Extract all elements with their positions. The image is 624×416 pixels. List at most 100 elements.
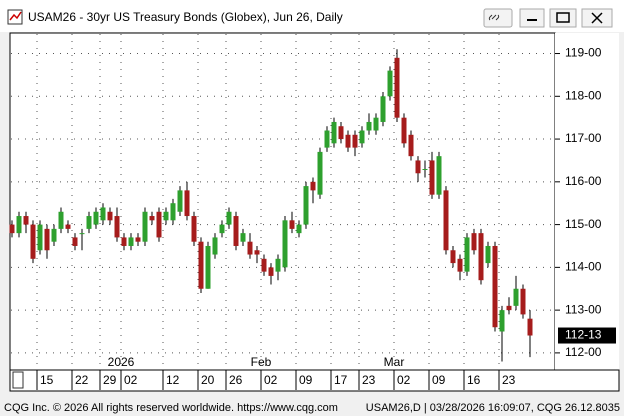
- candle-body: [387, 70, 393, 97]
- candle-body: [429, 160, 435, 195]
- plot-area: [9, 32, 556, 371]
- candle-body: [9, 224, 15, 234]
- x-tick-label: 02: [124, 373, 138, 387]
- y-tick-label: 115-00: [565, 217, 602, 231]
- x-tick-label: 26: [229, 373, 243, 387]
- y-tick-label: 119-00: [565, 46, 602, 60]
- candle-body: [373, 117, 379, 131]
- candle-body: [345, 134, 351, 148]
- candle-body: [30, 224, 36, 259]
- candle-body: [366, 121, 372, 131]
- candle-body: [450, 250, 456, 264]
- candle-body: [282, 220, 288, 268]
- x-tick-label: 23: [362, 373, 376, 387]
- x-tick-label: 15: [40, 373, 54, 387]
- x-tick-label: 23: [502, 373, 516, 387]
- x-tick-label: 02: [397, 373, 411, 387]
- candle-body: [492, 245, 498, 328]
- candle-body: [121, 237, 127, 246]
- price-axis: [555, 33, 619, 370]
- time-axis: [9, 369, 620, 392]
- minimize-button[interactable]: [519, 8, 545, 28]
- y-tick-label: 114-00: [565, 260, 602, 274]
- candle-body: [226, 211, 232, 225]
- candle-body: [506, 305, 512, 311]
- period-label: Feb: [251, 355, 272, 369]
- candle-body: [156, 211, 162, 238]
- link-button[interactable]: [483, 8, 513, 28]
- candle-body: [114, 216, 120, 238]
- candle-body: [499, 310, 505, 332]
- candle-body: [275, 258, 281, 272]
- candle-body: [58, 211, 64, 229]
- candle-body: [72, 237, 78, 246]
- x-tick-label: 20: [201, 373, 215, 387]
- candle-body: [352, 134, 358, 148]
- candle-body: [478, 233, 484, 281]
- close-button[interactable]: [581, 8, 613, 28]
- candle-body: [86, 216, 92, 229]
- x-tick-label: 09: [299, 373, 313, 387]
- y-tick-label: 113-00: [565, 302, 602, 316]
- candle-body: [338, 126, 344, 140]
- candle-body: [219, 224, 225, 234]
- window-title: USAM26 - 30yr US Treasury Bonds (Globex)…: [28, 10, 343, 24]
- candle-body: [401, 117, 407, 144]
- scroll-box[interactable]: [12, 371, 24, 389]
- candle-body: [436, 156, 442, 195]
- candle-body: [394, 57, 400, 118]
- app-icon: [7, 9, 23, 25]
- candle-body: [359, 130, 365, 144]
- candle-body: [324, 130, 330, 148]
- candle-body: [261, 258, 267, 272]
- candle-body: [93, 211, 99, 225]
- candle-body: [177, 190, 183, 212]
- y-tick-label: 116-00: [565, 174, 602, 188]
- candle-body: [380, 96, 386, 122]
- candle-body: [254, 250, 260, 255]
- x-tick-label: 02: [264, 373, 278, 387]
- candle-body: [247, 241, 253, 255]
- candle-body: [415, 160, 421, 174]
- candle-body: [233, 216, 239, 246]
- candle-body: [464, 237, 470, 272]
- candle-body: [198, 241, 204, 289]
- candle-body: [135, 237, 141, 242]
- last-price-label: 112-13: [565, 328, 602, 342]
- candle-body: [79, 233, 85, 235]
- candle-body: [142, 211, 148, 242]
- x-tick-label: 09: [432, 373, 446, 387]
- candle-body: [149, 216, 155, 221]
- x-tick-label: 12: [166, 373, 180, 387]
- candle-body: [163, 211, 169, 221]
- y-tick-label: 112-00: [565, 345, 602, 359]
- candle-body: [23, 216, 29, 225]
- candle-body: [191, 216, 197, 242]
- candle-body: [44, 228, 50, 251]
- candle-body: [205, 245, 211, 289]
- maximize-button[interactable]: [549, 8, 577, 28]
- candle-body: [16, 216, 22, 234]
- candle-body: [107, 211, 113, 221]
- footer-right: USAM26,D | 03/28/2026 16:09:07, CQG 26.1…: [366, 402, 620, 414]
- x-tick-label: 22: [75, 373, 89, 387]
- period-label: Mar: [384, 355, 405, 369]
- candle-body: [65, 224, 71, 229]
- candle-body: [303, 186, 309, 225]
- x-tick-label: 17: [334, 373, 348, 387]
- candle-body: [212, 237, 218, 255]
- y-tick-label: 118-00: [565, 88, 602, 102]
- candle-body: [485, 245, 491, 264]
- candle-body: [170, 203, 176, 221]
- candle-body: [51, 228, 57, 242]
- candle-body: [443, 190, 449, 251]
- period-label: 2026: [108, 355, 135, 369]
- candle-body: [471, 233, 477, 251]
- y-tick-label: 117-00: [565, 131, 602, 145]
- candle-body: [296, 224, 302, 234]
- candle-body: [184, 190, 190, 217]
- candle-body: [310, 181, 316, 191]
- candle-body: [520, 288, 526, 315]
- candle-body: [513, 288, 519, 306]
